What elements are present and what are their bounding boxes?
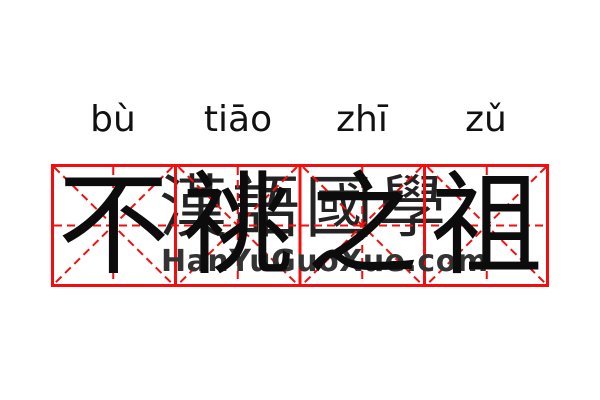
idiom-character-3: 之 [306, 160, 419, 291]
idiom-character-1: 不 [57, 160, 170, 291]
pinyin-syllable-3: zhī [336, 99, 388, 140]
background-watermark-characters: 漢語國學 [159, 169, 452, 248]
idiom-character-4: 祖 [430, 160, 543, 291]
idiom-character-2: 祧 [181, 160, 294, 291]
pinyin-syllable-2: tiāo [203, 99, 273, 140]
pinyin-syllable-1: bù [90, 99, 136, 140]
site-watermark-text: HanYuGuoXue.com [161, 244, 489, 279]
tianzige-grid-lines [51, 164, 549, 287]
pinyin-syllable-4: zǔ [465, 99, 507, 140]
